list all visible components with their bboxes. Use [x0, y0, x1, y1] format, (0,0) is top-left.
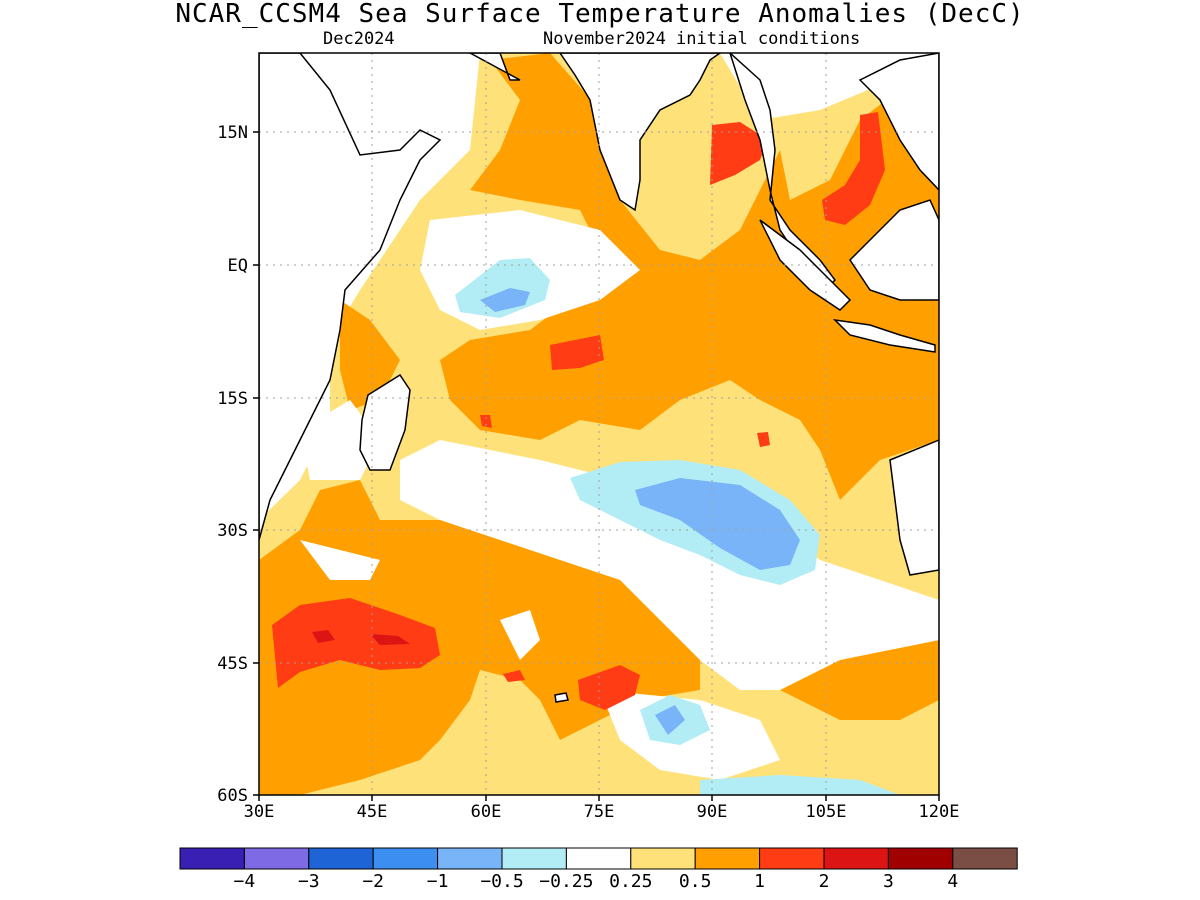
lon-label-90e: 90E [696, 802, 728, 822]
africa-landmass [259, 53, 442, 541]
colorbar-swatch [887, 847, 954, 870]
colorbar-swatch [437, 847, 503, 870]
java-landmass [832, 318, 936, 353]
colorbar-label: 2 [818, 871, 830, 892]
lon-label-75e: 75E [583, 802, 615, 822]
lon-label-120e: 120E [918, 802, 960, 822]
axis-ticks [253, 131, 940, 801]
colorbar-swatch [501, 847, 567, 870]
lon-label-60e: 60E [470, 802, 502, 822]
lon-label-105e: 105E [805, 802, 847, 822]
colorbar-label: −0.5 [480, 871, 524, 892]
colorbar-swatch [759, 847, 825, 870]
arabia-coast [469, 53, 521, 81]
australia-landmass [889, 439, 939, 576]
colorbar-label: −2 [362, 871, 385, 892]
borneo-landmass [849, 199, 939, 301]
lat-label-15s: 15S [217, 389, 248, 409]
colorbar-swatch [823, 847, 889, 870]
colorbar-swatch [179, 847, 245, 870]
colorbar-swatch [952, 847, 1018, 870]
initial-conditions-label: November2024 initial conditions [543, 29, 861, 49]
anomaly-neg-0.5-1 [480, 288, 800, 735]
colorbar-label: 1 [754, 871, 766, 892]
colorbar-swatch [630, 847, 696, 870]
coastlines [259, 53, 939, 703]
lat-label-15n: 15N [217, 123, 248, 143]
lat-label-60s: 60S [217, 786, 248, 806]
colorbar-label: 4 [947, 871, 959, 892]
chart-title: NCAR_CCSM4 Sea Surface Temperature Anoma… [175, 0, 1025, 29]
kerguelen-island [554, 692, 569, 703]
india-landmass [559, 53, 722, 212]
colorbar-label: −1 [426, 871, 449, 892]
colorbar-label: −3 [297, 871, 320, 892]
graticule [259, 53, 939, 795]
anomaly-2-3 [312, 630, 410, 645]
lat-label-45s: 45S [217, 654, 248, 674]
southeast-asia-landmass [729, 53, 836, 292]
colorbar-label: 3 [882, 871, 894, 892]
colorbar-label: −0.25 [539, 871, 594, 892]
lat-label-eq: EQ [227, 256, 248, 276]
anomaly-1-2 [272, 112, 885, 710]
target-month-label: Dec2024 [323, 29, 395, 49]
lon-label-30e: 30E [243, 802, 275, 822]
colorbar-label: 0.25 [609, 871, 653, 892]
colorbar [179, 847, 1018, 870]
anomaly-fields [259, 53, 939, 795]
colorbar-swatch [243, 847, 310, 870]
colorbar-swatch [308, 847, 374, 870]
colorbar-label: 0.5 [678, 871, 712, 892]
colorbar-swatch [694, 847, 761, 870]
lon-label-45e: 45E [356, 802, 388, 822]
indochina-landmass [858, 53, 939, 192]
colorbar-swatch [372, 847, 439, 870]
colorbar-label: −4 [233, 871, 256, 892]
colorbar-swatch [565, 847, 632, 870]
lat-label-30s: 30S [217, 521, 248, 541]
